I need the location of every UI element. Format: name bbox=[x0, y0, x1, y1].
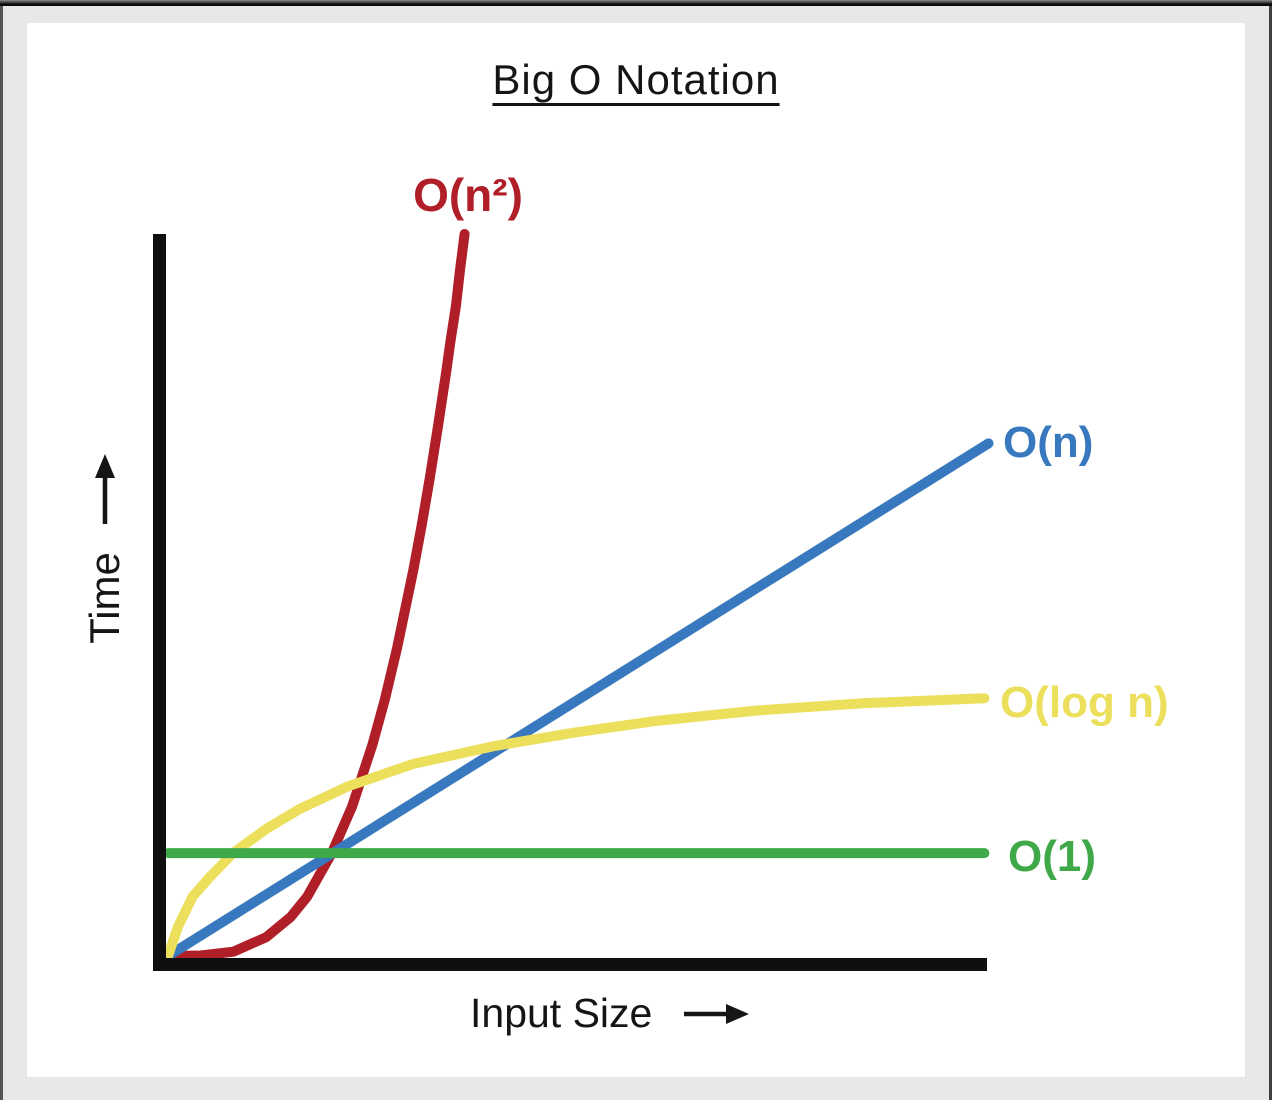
window-right-edge bbox=[1269, 6, 1272, 1100]
y-axis-title: Time bbox=[79, 398, 131, 698]
series-curves bbox=[163, 229, 994, 961]
label-o-log-n: O(log n) bbox=[1000, 678, 1169, 727]
curve-2-ologn bbox=[163, 693, 990, 961]
chart-panel bbox=[27, 23, 1245, 1077]
window-left-edge bbox=[0, 6, 3, 1100]
right-arrow-icon bbox=[684, 1003, 750, 1024]
y-axis-title-text: Time bbox=[81, 552, 128, 644]
label-o-n: O(n) bbox=[1003, 418, 1094, 467]
curve-1-on bbox=[163, 438, 994, 961]
label-o-1: O(1) bbox=[1008, 832, 1096, 881]
chart-title: Big O Notation bbox=[492, 56, 780, 103]
x-axis-title-text: Input Size bbox=[470, 990, 653, 1036]
x-axis-title: Input Size bbox=[470, 990, 750, 1037]
up-arrow-icon bbox=[95, 454, 115, 525]
label-o-n-squared: O(n²) bbox=[413, 169, 523, 221]
curve-0-on bbox=[163, 229, 470, 961]
window-top-edge bbox=[0, 0, 1272, 6]
